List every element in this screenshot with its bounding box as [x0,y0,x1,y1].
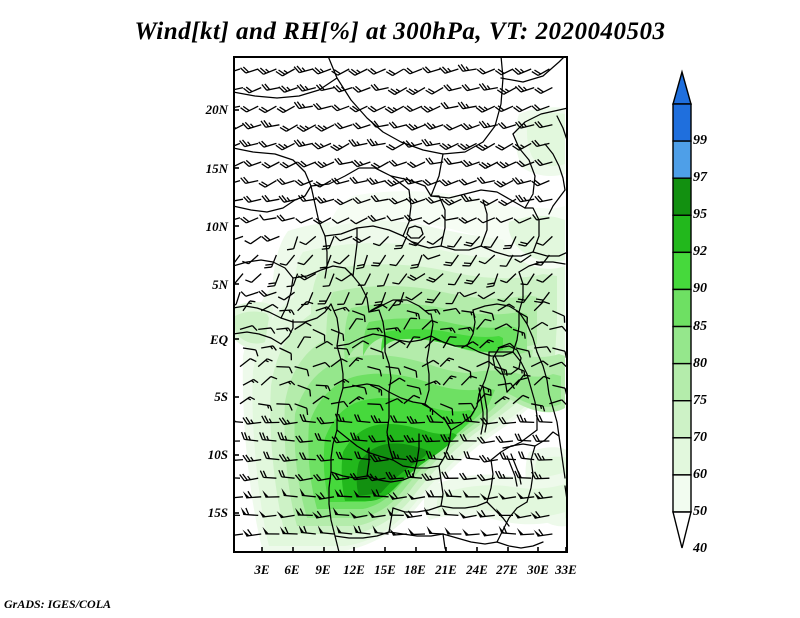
colorbar-tick-label: 40 [693,541,707,557]
colorbar-tick-label: 60 [693,466,707,482]
map-plot-area[interactable] [233,56,568,553]
grads-credit: GrADS: IGES/COLA [4,597,112,611]
colorbar-tick-label: 70 [693,429,707,445]
y-tick-label: 10N [205,219,228,234]
y-tick-label: 5N [212,277,228,292]
colorbar[interactable]: 99 97 95 92 90 85 80 75 70 60 50 40 [665,64,785,559]
colorbar-tick-label: 97 [693,170,707,186]
map-borders-layer [233,56,568,553]
colorbar-tick-label: 99 [693,133,707,149]
colorbar-tick-label: 50 [693,504,707,519]
y-tick-label: 20N [205,102,228,117]
y-tick-label: 5S [214,389,228,404]
y-tick-label: 10S [207,447,228,462]
x-tick-label: 33E [555,562,577,577]
y-tick-label: 15N [205,161,228,176]
x-tick-label: 3E [254,562,270,577]
x-tick-label: 30E [527,562,549,577]
rh-shading-layer [233,107,567,551]
x-tick-label: 15E [374,562,396,577]
x-tick-label: 24E [466,562,488,577]
colorbar-tick-label: 90 [693,281,707,297]
colorbar-tick-label: 95 [693,207,707,223]
map-canvas [233,56,568,553]
colorbar-tick-label: 92 [693,244,707,260]
y-tick-label: EQ [209,332,228,347]
colorbar-tick-label: 80 [693,355,707,371]
colorbar-swatches [672,69,692,549]
x-tick-label: 27E [496,562,518,577]
page-title: Wind[kt] and RH[%] at 300hPa, VT: 202004… [134,18,666,45]
x-tick-label: 18E [404,562,426,577]
x-tick-label: 6E [284,562,300,577]
x-tick-label: 12E [343,562,365,577]
y-tick-label: 15S [207,505,228,520]
colorbar-tick-label: 75 [693,392,707,408]
x-tick-label: 9E [315,562,331,577]
colorbar-tick-label: 85 [693,318,707,334]
x-tick-label: 21E [435,562,457,577]
